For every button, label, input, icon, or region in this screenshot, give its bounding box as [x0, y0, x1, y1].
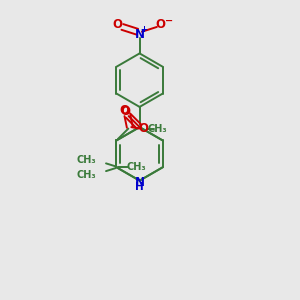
Text: +: +: [140, 25, 147, 34]
Text: N: N: [135, 176, 145, 189]
Text: O: O: [156, 18, 166, 31]
Text: −: −: [165, 15, 173, 26]
Text: N: N: [135, 28, 145, 40]
Text: O: O: [120, 104, 130, 117]
Text: O: O: [138, 122, 148, 135]
Text: O: O: [112, 18, 122, 31]
Text: CH₃: CH₃: [127, 162, 146, 172]
Text: O: O: [120, 106, 130, 118]
Text: CH₃: CH₃: [76, 170, 96, 180]
Text: CH₃: CH₃: [76, 155, 96, 165]
Text: CH₃: CH₃: [148, 124, 168, 134]
Text: H: H: [135, 182, 144, 192]
